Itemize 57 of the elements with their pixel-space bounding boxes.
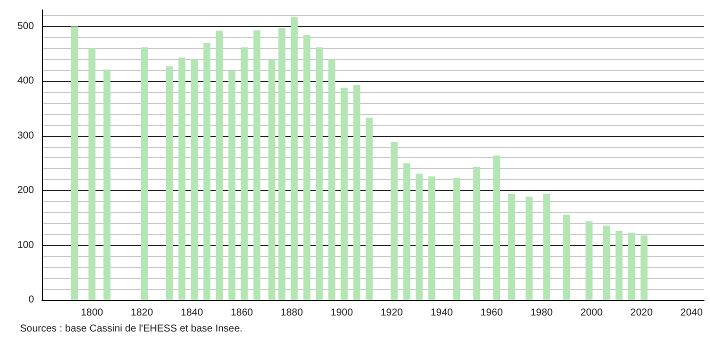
x-tick-label: 1840 bbox=[180, 308, 204, 318]
bar bbox=[563, 214, 570, 300]
bar bbox=[543, 194, 550, 300]
bar bbox=[640, 235, 648, 300]
bar bbox=[253, 30, 260, 300]
bar bbox=[278, 28, 286, 300]
x-tick-label: 1920 bbox=[380, 308, 404, 318]
bar bbox=[353, 84, 360, 300]
bar bbox=[203, 42, 210, 300]
x-tick-label: 1860 bbox=[230, 308, 254, 318]
x-tick-label: 1980 bbox=[530, 308, 554, 318]
bar bbox=[103, 70, 110, 300]
bar bbox=[403, 163, 410, 300]
bar bbox=[268, 59, 276, 300]
y-tick-label: 100 bbox=[17, 240, 34, 251]
bar bbox=[603, 226, 610, 300]
bar bbox=[316, 47, 323, 300]
bar bbox=[166, 66, 173, 300]
bar bbox=[473, 167, 480, 300]
y-tick-label: 0 bbox=[28, 294, 34, 306]
bar bbox=[140, 47, 148, 300]
bar bbox=[366, 118, 373, 300]
bar bbox=[390, 142, 398, 300]
y-tick-label: 500 bbox=[17, 20, 34, 32]
bar bbox=[290, 17, 298, 300]
x-tick-label: 1880 bbox=[280, 308, 304, 318]
x-tick-label: 1800 bbox=[80, 308, 104, 318]
bar bbox=[628, 232, 636, 300]
source-note: Sources : base Cassini de l'EHESS et base Insee. bbox=[20, 324, 243, 334]
y-tick-label: 300 bbox=[17, 130, 34, 142]
bar bbox=[493, 156, 500, 300]
x-tick-label: 1820 bbox=[130, 308, 154, 318]
x-tick-label: 1940 bbox=[430, 308, 454, 318]
bar bbox=[428, 176, 436, 300]
bar bbox=[616, 231, 623, 300]
bar bbox=[216, 30, 223, 300]
bar bbox=[586, 221, 593, 300]
bar bbox=[70, 26, 78, 300]
bar bbox=[526, 196, 533, 300]
bar bbox=[508, 194, 516, 300]
bar bbox=[88, 48, 96, 300]
x-tick-label: 1960 bbox=[480, 308, 504, 318]
x-tick-label: 2000 bbox=[580, 308, 604, 318]
bar bbox=[416, 174, 423, 300]
x-tick-label: 2020 bbox=[630, 308, 654, 318]
bar bbox=[190, 59, 198, 300]
bar bbox=[453, 178, 460, 300]
bar bbox=[178, 58, 186, 300]
y-tick-label: 200 bbox=[17, 185, 34, 196]
y-tick-label: 400 bbox=[17, 76, 34, 87]
bar bbox=[228, 70, 236, 300]
bar bbox=[240, 47, 248, 300]
bar bbox=[303, 35, 310, 300]
x-tick-label: 1900 bbox=[330, 308, 354, 318]
x-tick-label: 2040 bbox=[680, 308, 704, 318]
bar bbox=[340, 88, 348, 300]
bar bbox=[328, 59, 336, 300]
